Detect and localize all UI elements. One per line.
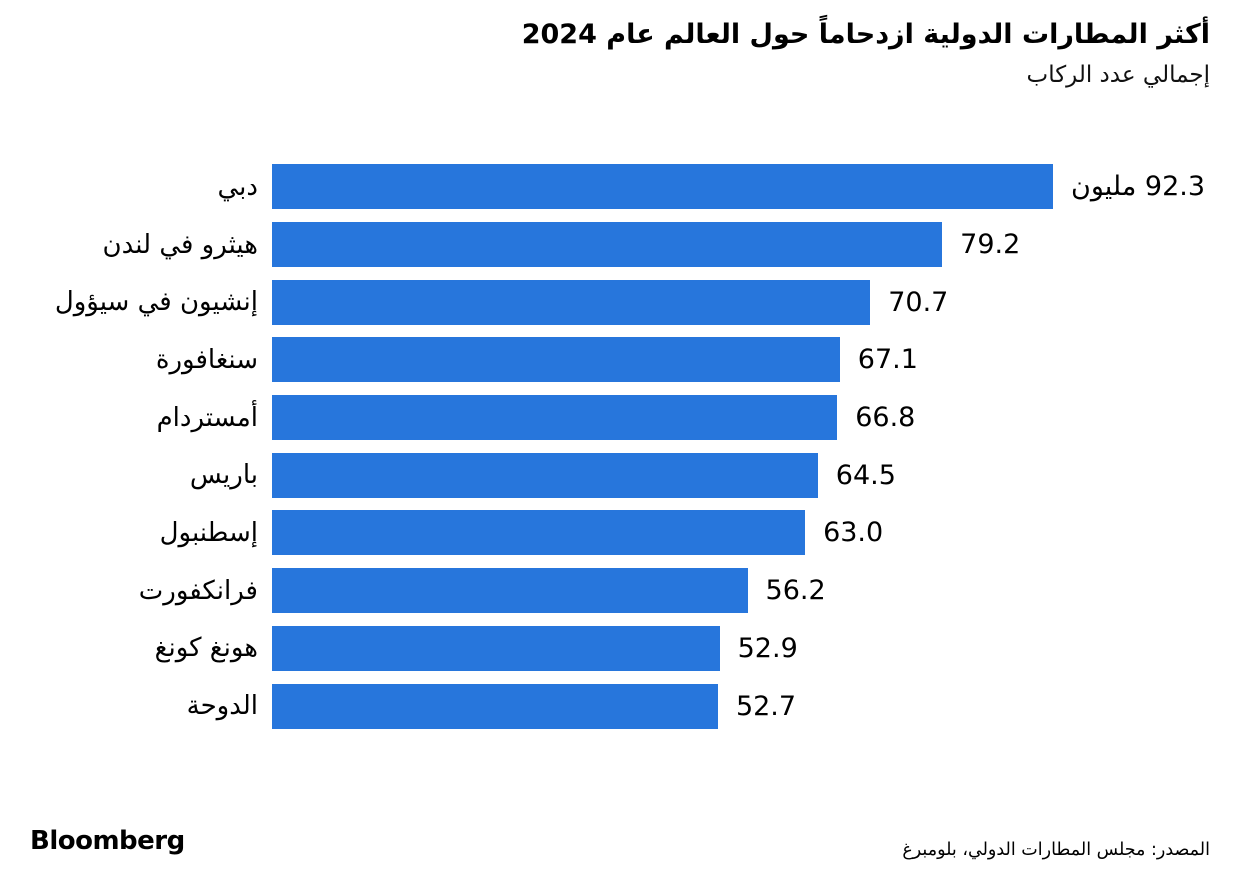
bar [272,683,718,729]
bar-row: فرانكفورت 56.2 [30,562,1205,620]
bar-label: إسطنبول [159,517,258,548]
bar-track [272,452,1053,498]
bar [272,395,838,441]
bar-value: 70.7 [888,286,949,318]
bar-label: فرانكفورت [138,575,258,606]
bar-value: 79.2 [960,229,1021,261]
bar-track [272,279,1053,325]
bar-track [272,337,1053,383]
bar-row: أمستردام 66.8 [30,389,1205,447]
bar-label: دبي [217,171,259,202]
bar-track [272,222,1053,268]
bar-track [272,164,1053,210]
bar-value: 67.1 [857,344,918,376]
bar [272,625,720,671]
source-note: المصدر: مجلس المطارات الدولي، بلومبرغ [902,840,1210,860]
bar-label: الدوحة [186,691,258,722]
bar-chart: دبي 92.3 مليون هيثرو في لندن 79.2 إنشيون في … [30,158,1205,735]
bar-row: هونغ كونغ 52.9 [30,620,1205,678]
bar [272,337,840,383]
bar-label: باريس [189,460,258,491]
bar-row: باريس 64.5 [30,446,1205,504]
bar-row: هيثرو في لندن 79.2 [30,216,1205,274]
bar [272,164,1053,210]
bar-value: 52.7 [735,690,797,722]
bar-value: 66.8 [855,402,916,434]
bar-track [272,625,1053,671]
bar-track [272,395,1053,441]
bar [272,568,748,614]
bar [272,510,806,556]
bar-row: سنغافورة 67.1 [30,331,1205,389]
bar-value: 64.5 [835,459,896,491]
bar-track [272,510,1053,556]
bar-row: إنشيون في سيؤول 70.7 [30,273,1205,331]
bar-label: هونغ كونغ [154,633,258,664]
bar-track [272,683,1053,729]
chart-subtitle: إجمالي عدد الركاب [1026,61,1210,88]
bar-row: دبي 92.3 مليون [30,158,1205,216]
bar-label: أمستردام [156,402,258,433]
bar-label: سنغافورة [155,344,258,375]
bar-value: 92.3 مليون [1071,171,1206,203]
bloomberg-logo: Bloomberg [30,826,185,856]
chart-title: أكثر المطارات الدولية ازدحاماً حول العال… [521,19,1210,50]
bar-label: إنشيون في سيؤول [54,287,258,318]
bar-track [272,568,1053,614]
bar-label: هيثرو في لندن [102,229,258,260]
chart-header: أكثر المطارات الدولية ازدحاماً حول العال… [30,18,1210,88]
bar-row: الدوحة 52.7 [30,677,1205,735]
bar-value: 56.2 [765,575,826,607]
bar [272,222,943,268]
bar-value: 52.9 [737,632,798,664]
bar-row: إسطنبول 63.0 [30,504,1205,562]
bar [272,452,818,498]
bar [272,279,871,325]
bar-value: 63.0 [823,517,884,549]
